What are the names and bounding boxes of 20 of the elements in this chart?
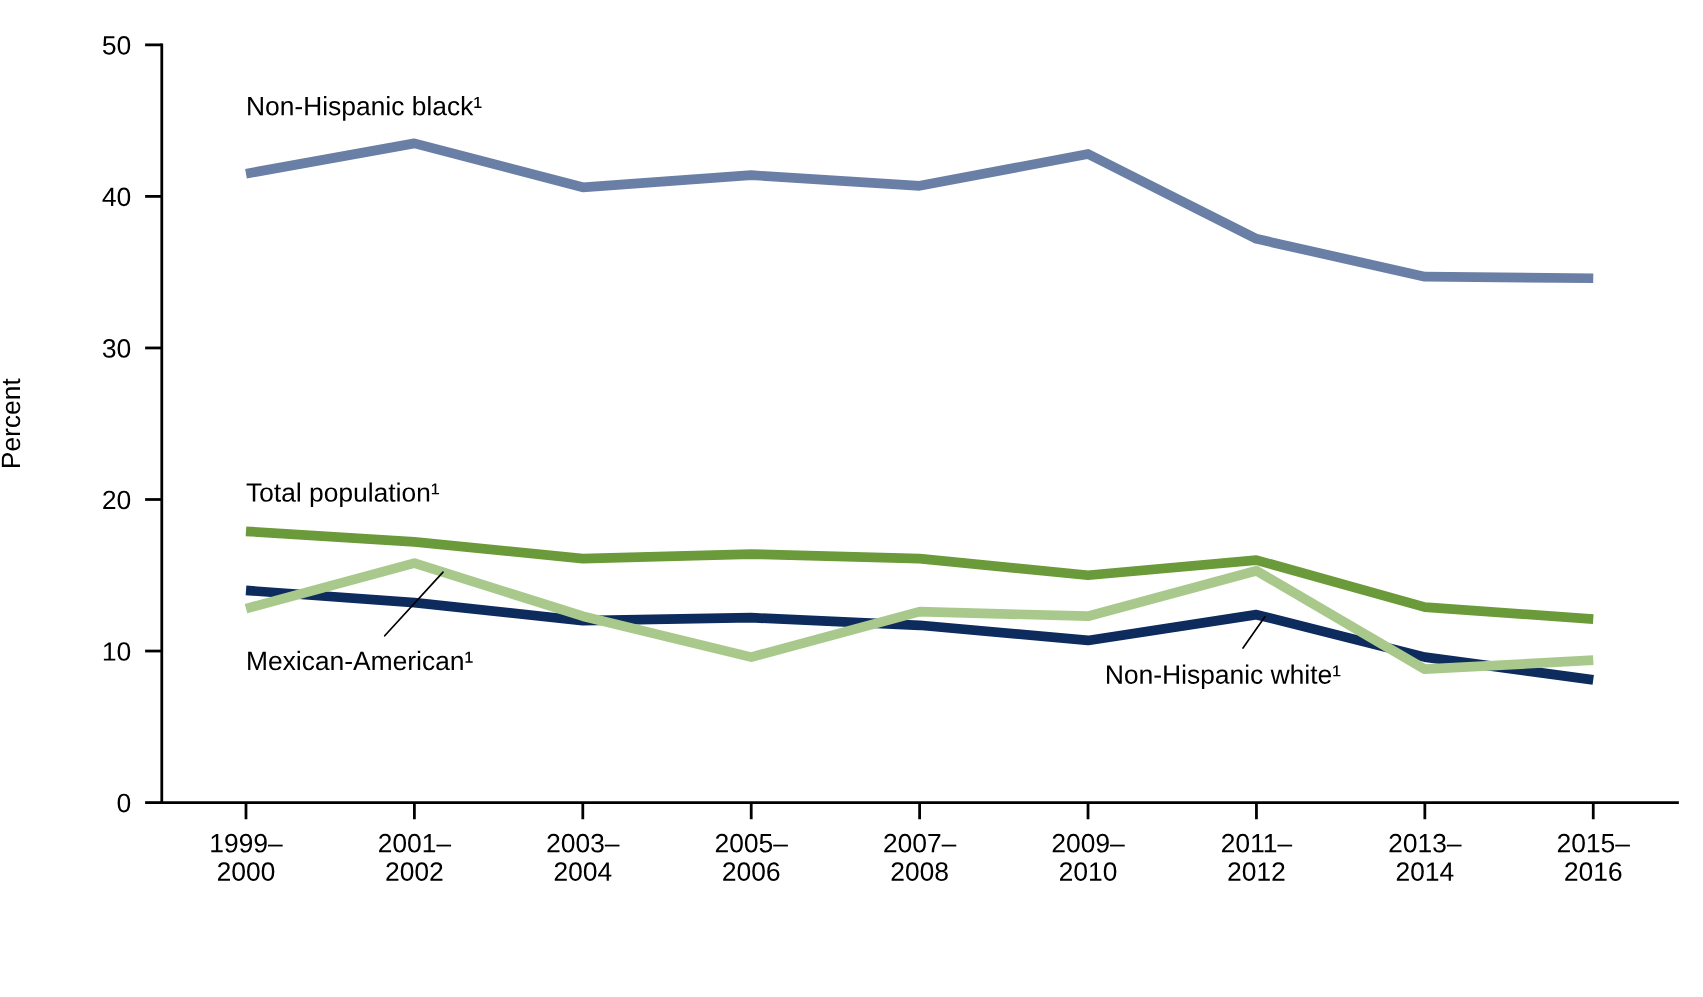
y-axis-title: Percent [1, 378, 21, 468]
x-tick-label: 2003– 2004 [547, 833, 620, 881]
y-tick-label: 50 [102, 36, 131, 55]
y-tick-label: 40 [102, 187, 131, 207]
y-tick-label: 20 [103, 490, 131, 510]
series-label: Total population¹ [246, 482, 440, 508]
series-label: Non-Hispanic black¹ [248, 96, 482, 121]
series-label: Mexican-American¹ [248, 650, 473, 671]
series-label: Non-Hispanic white¹ [1107, 664, 1341, 690]
x-tick-label: 2011– 2012 [1222, 833, 1293, 881]
y-tick-label: 0 [117, 793, 131, 813]
x-tick-label: 2009– 2010 [1052, 833, 1125, 881]
y-tick-label: 10 [103, 642, 131, 661]
y-tick-label: 30 [102, 339, 131, 358]
x-tick-label: 1999– 2000 [211, 833, 283, 881]
x-tick-label: 2007– 2008 [884, 833, 957, 881]
x-tick-label: 2001– 2002 [379, 833, 452, 881]
x-tick-label: 2013– 2014 [1389, 833, 1462, 881]
x-tick-label: 2015– 2016 [1557, 833, 1630, 881]
x-tick-label: 2005– 2006 [715, 833, 788, 881]
